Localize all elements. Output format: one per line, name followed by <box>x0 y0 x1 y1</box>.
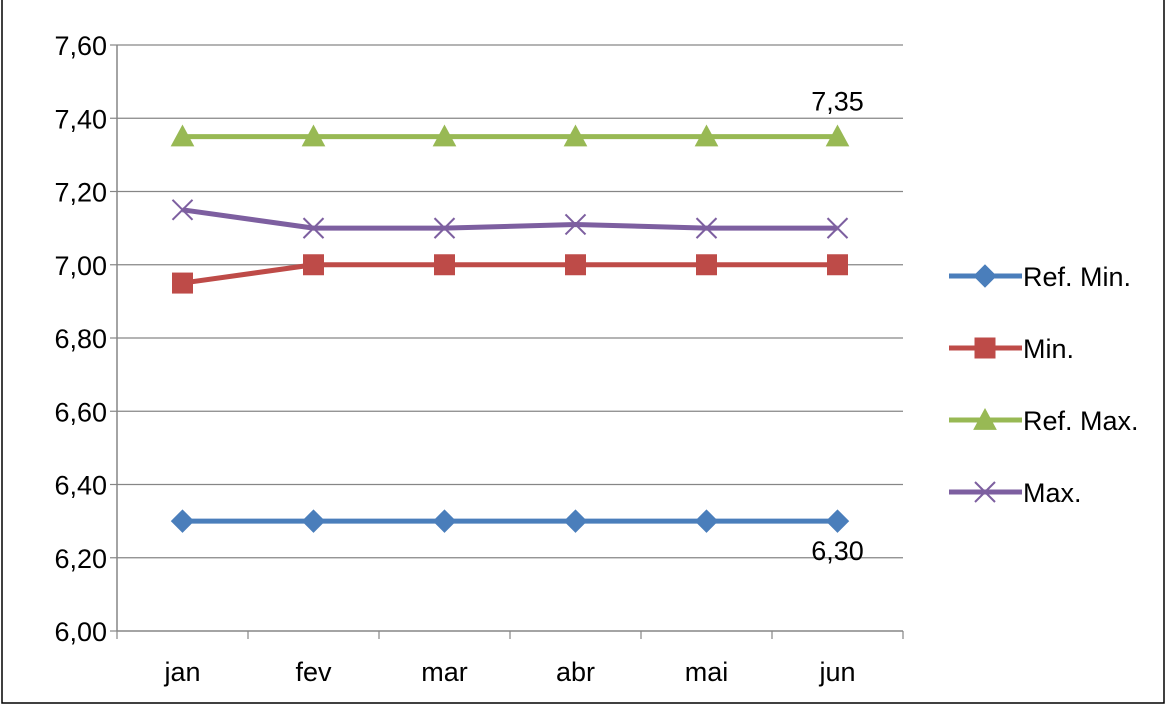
marker-stroke <box>171 199 194 221</box>
x-tick-label: mai <box>685 657 729 687</box>
y-tick-label: 7,20 <box>54 178 107 208</box>
legend-label: Ref. Min. <box>1023 262 1131 292</box>
data-point-ref-min <box>301 509 326 533</box>
marker-stroke <box>302 217 325 239</box>
axes <box>116 45 904 639</box>
legend-item-max: Max. <box>949 478 1082 508</box>
data-point-ref-max <box>432 124 457 147</box>
series-min <box>172 254 848 294</box>
data-point-ref-max <box>825 124 850 147</box>
legend-item-ref-max: Ref. Max. <box>949 406 1139 436</box>
data-point-ref-min <box>694 509 719 533</box>
series-group <box>170 124 850 533</box>
legend-marker-max <box>974 481 996 503</box>
legend-label: Max. <box>1023 478 1082 508</box>
data-point-ref-min <box>170 509 195 533</box>
data-point-ref-max <box>563 124 588 147</box>
legend-marker-min <box>974 337 996 359</box>
data-point-max <box>695 217 718 239</box>
data-point-ref-min <box>563 509 588 533</box>
data-point-min <box>303 254 324 276</box>
marker-stroke <box>433 217 456 239</box>
data-point-min <box>565 254 586 276</box>
y-tick-label: 6,40 <box>54 471 107 501</box>
x-tick-label: jun <box>818 657 855 687</box>
data-label: 7,35 <box>811 87 864 117</box>
series-line-min <box>182 262 838 286</box>
data-point-min <box>827 254 848 276</box>
data-point-ref-min <box>825 509 850 533</box>
y-tick-label: 6,60 <box>54 397 107 427</box>
legend-item-min: Min. <box>949 334 1074 364</box>
x-tick-label: abr <box>556 657 595 687</box>
data-point-max <box>564 213 587 236</box>
data-point-min <box>172 272 193 294</box>
marker-stroke <box>974 481 996 503</box>
data-point-ref-max <box>301 124 326 147</box>
legend-label: Ref. Max. <box>1023 406 1139 436</box>
data-point-max <box>302 217 325 239</box>
data-point-ref-max <box>170 124 195 147</box>
y-tick-label: 7,60 <box>54 31 107 61</box>
data-label: 6,30 <box>811 536 864 566</box>
data-point-max <box>433 217 456 239</box>
series-line-max <box>182 207 838 231</box>
legend: Ref. Min. Min. Ref. Max. Max. <box>949 262 1139 508</box>
y-axis-tick-labels: 6,00 6,20 6,40 6,60 6,80 7,00 7,20 7,40 7,60 <box>54 31 107 647</box>
data-point-min <box>434 254 455 276</box>
legend-marker-ref-min <box>973 264 997 288</box>
series-max <box>171 199 849 239</box>
data-point-min <box>696 254 717 276</box>
x-tick-label: jan <box>163 657 200 687</box>
data-point-ref-min <box>432 509 457 533</box>
data-annotations: 7,35 6,30 <box>811 87 864 567</box>
data-point-ref-max <box>694 124 719 147</box>
x-axis-tick-labels: jan fev mar abr mai jun <box>163 657 855 687</box>
marker-stroke <box>695 217 718 239</box>
legend-marker-ref-max <box>973 407 997 430</box>
y-tick-label: 6,80 <box>54 324 107 354</box>
legend-label: Min. <box>1023 334 1074 364</box>
y-tick-label: 7,00 <box>54 251 107 281</box>
series-ref-min <box>170 509 850 533</box>
y-tick-label: 6,20 <box>54 544 107 574</box>
series-ref-max <box>170 124 850 147</box>
x-tick-label: fev <box>295 657 332 687</box>
x-tick-label: mar <box>421 657 468 687</box>
legend-item-ref-min: Ref. Min. <box>949 262 1131 292</box>
data-point-max <box>826 217 849 239</box>
y-tick-label: 6,00 <box>54 617 107 647</box>
data-point-max <box>171 199 194 221</box>
marker-stroke <box>564 213 587 236</box>
marker-stroke <box>826 217 849 239</box>
y-tick-label: 7,40 <box>54 104 107 134</box>
